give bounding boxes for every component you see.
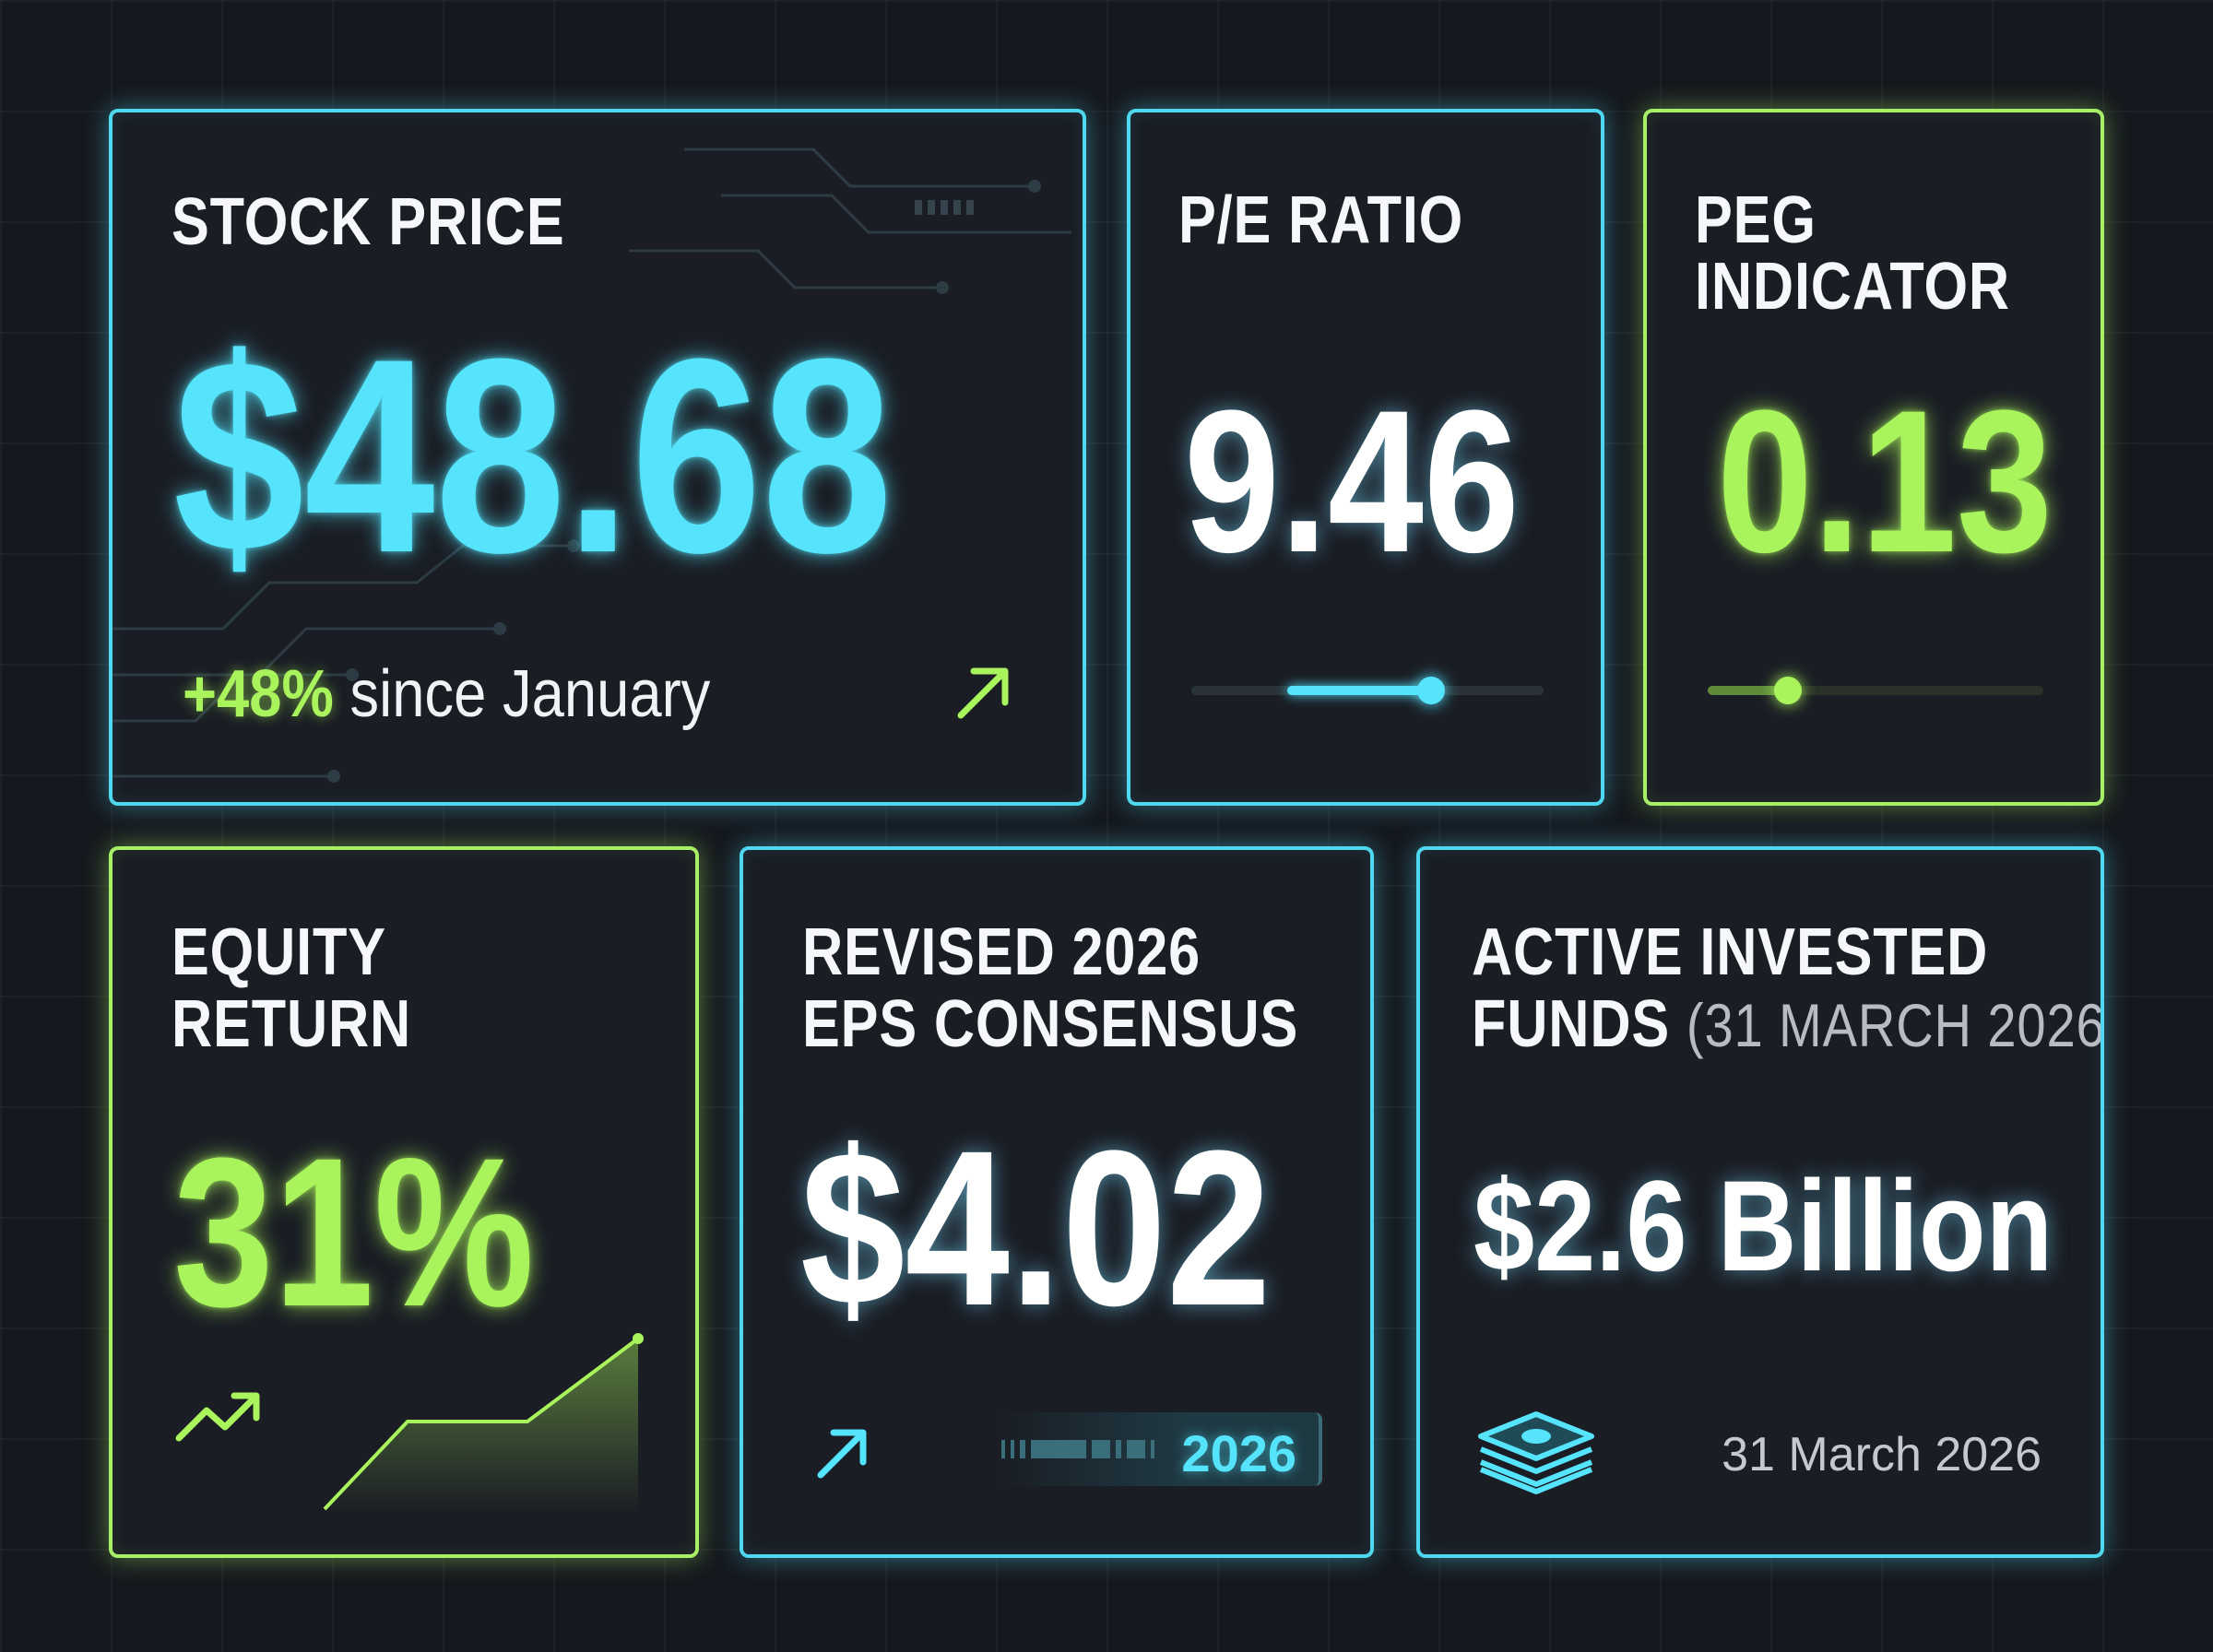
eps-year-badge-label: 2026 <box>1181 1424 1296 1482</box>
eps-title-line1: REVISED 2026 <box>802 915 1201 989</box>
eps-year-badge: 2026 <box>996 1412 1322 1486</box>
stock-price-change-percent: +48% <box>183 657 334 731</box>
stock-price-card: STOCK PRICE $48.68 +48% since January <box>109 109 1086 806</box>
stock-price-value: $48.68 <box>173 301 893 610</box>
peg-slider-fill <box>1708 686 1789 695</box>
equity-title-line1: EQUITY <box>172 915 386 989</box>
equity-trend-chart <box>323 1333 644 1514</box>
funds-title-line2: FUNDS (31 MARCH 2026) <box>1472 987 2104 1061</box>
stock-price-change: +48% since January <box>183 656 710 732</box>
equity-return-card: EQUITY RETURN 31% <box>109 846 699 1558</box>
peg-card: PEG INDICATOR 0.13 <box>1643 109 2104 806</box>
circuit-decoration <box>112 148 1071 783</box>
funds-title-date: (31 MARCH 2026) <box>1686 991 2104 1059</box>
arrow-up-right-icon <box>957 667 1009 719</box>
eps-title-line2: EPS CONSENSUS <box>802 987 1299 1061</box>
eps-card: REVISED 2026 EPS CONSENSUS $4.02 2026 <box>740 846 1374 1558</box>
stock-price-change-label: since January <box>349 657 711 731</box>
peg-value: 0.13 <box>1717 368 2053 595</box>
stock-price-title: STOCK PRICE <box>172 185 565 259</box>
equity-value: 31% <box>173 1114 535 1351</box>
pe-ratio-card: P/E RATIO 9.46 <box>1127 109 1604 806</box>
eps-value: $4.02 <box>800 1104 1272 1351</box>
pe-ratio-slider-fill <box>1287 686 1431 695</box>
badge-bars <box>1001 1440 1154 1458</box>
funds-value: $2.6 Billion <box>1473 1153 2053 1298</box>
arrow-up-right-icon <box>817 1429 867 1479</box>
pe-ratio-value: 9.46 <box>1184 368 1520 595</box>
funds-title-line1: ACTIVE INVESTED <box>1472 915 1989 989</box>
peg-title-line1: PEG <box>1695 183 1817 257</box>
peg-slider-knob <box>1774 677 1803 704</box>
funds-card: ACTIVE INVESTED FUNDS (31 MARCH 2026) $2… <box>1416 846 2104 1558</box>
funds-title-line2-text: FUNDS <box>1472 987 1671 1061</box>
equity-title-line2: RETURN <box>172 987 412 1061</box>
pe-ratio-title: P/E RATIO <box>1178 183 1464 257</box>
money-stack-icon <box>1478 1411 1594 1494</box>
pe-ratio-slider-knob <box>1416 677 1445 704</box>
funds-date: 31 March 2026 <box>1722 1428 2041 1481</box>
peg-title-line2: INDICATOR <box>1695 250 2010 324</box>
peg-slider <box>1708 677 2043 704</box>
trend-up-icon <box>175 1392 260 1442</box>
pe-ratio-slider <box>1191 677 1544 704</box>
